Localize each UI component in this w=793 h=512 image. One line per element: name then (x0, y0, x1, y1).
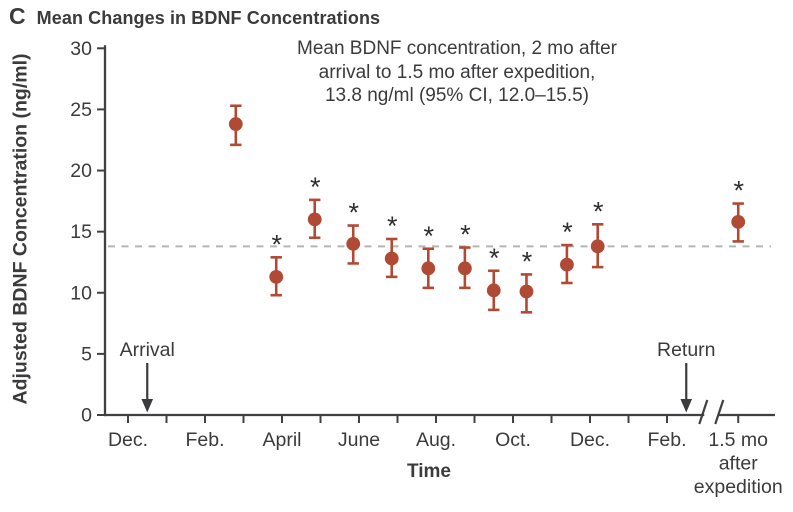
significance-star: * (593, 196, 604, 226)
data-point (307, 212, 322, 227)
significance-star: * (562, 217, 573, 247)
x-axis-tick-label: Oct. (495, 429, 531, 451)
data-point (486, 283, 501, 298)
data-point (519, 284, 534, 299)
x-axis-tick-label: Aug. (416, 429, 456, 451)
x-axis-tick-label: Dec. (108, 429, 148, 451)
significance-star: * (489, 243, 500, 273)
significance-star: * (387, 211, 398, 241)
annotation-line-3: 13.8 ng/ml (95% CI, 12.0–15.5) (324, 85, 590, 106)
data-point (731, 214, 746, 229)
annotation-line-1: Mean BDNF concentration, 2 mo after (297, 38, 617, 59)
figure-title-text: Mean Changes in BDNF Concentrations (36, 8, 381, 28)
significance-star: * (424, 221, 435, 251)
y-axis-title: Adjusted BDNF Concentration (ng/ml) (9, 53, 32, 405)
significance-star: * (271, 229, 282, 259)
x-axis-title: Time (406, 461, 452, 482)
y-axis-tick-label: 30 (70, 38, 92, 60)
arrival-arrow-down-icon (141, 399, 154, 413)
x-axis-tick-label: Feb. (185, 429, 224, 451)
data-point (228, 117, 243, 131)
x-axis-tick-sublabel: expedition (694, 476, 783, 498)
event-label-return: Return (657, 339, 716, 361)
y-axis-tick-label: 5 (81, 343, 92, 365)
x-axis-tick-sublabel: after (719, 453, 759, 475)
data-point (457, 261, 472, 276)
data-point (560, 257, 574, 272)
x-axis-tick-label: June (338, 429, 380, 451)
data-point (346, 236, 361, 251)
x-axis-tick-label: April (262, 429, 301, 451)
axis-break-icon (698, 399, 709, 425)
significance-star: * (733, 176, 744, 206)
data-point (590, 239, 605, 254)
mean-annotation: Mean BDNF concentration, 2 mo after arri… (262, 37, 652, 108)
data-point (384, 251, 399, 266)
significance-star: * (522, 246, 533, 276)
y-axis-tick-label: 25 (70, 99, 92, 121)
y-axis-tick-label: 10 (70, 282, 92, 304)
significance-star: * (460, 220, 471, 250)
significance-star: * (310, 172, 321, 202)
y-axis-tick-label: 0 (81, 405, 92, 427)
y-axis-tick-label: 20 (70, 160, 92, 182)
y-axis-tick-label: 15 (70, 221, 92, 243)
x-axis-tick-label: Dec. (570, 429, 610, 451)
data-point (269, 269, 284, 284)
data-point (421, 261, 436, 276)
axis-break-icon (714, 399, 725, 425)
annotation-line-2: arrival to 1.5 mo after expedition, (318, 61, 596, 83)
event-label-arrival: Arrival (120, 339, 175, 361)
x-axis-tick-label: Feb. (647, 429, 686, 451)
x-axis-tick-label: 1.5 mo (708, 429, 768, 451)
significance-star: * (348, 198, 359, 228)
panel-letter: C (9, 3, 26, 29)
return-arrow-down-icon (680, 399, 693, 413)
axis-break-gap (704, 412, 719, 419)
figure-title: C Mean Changes in BDNF Concentrations (9, 3, 380, 30)
